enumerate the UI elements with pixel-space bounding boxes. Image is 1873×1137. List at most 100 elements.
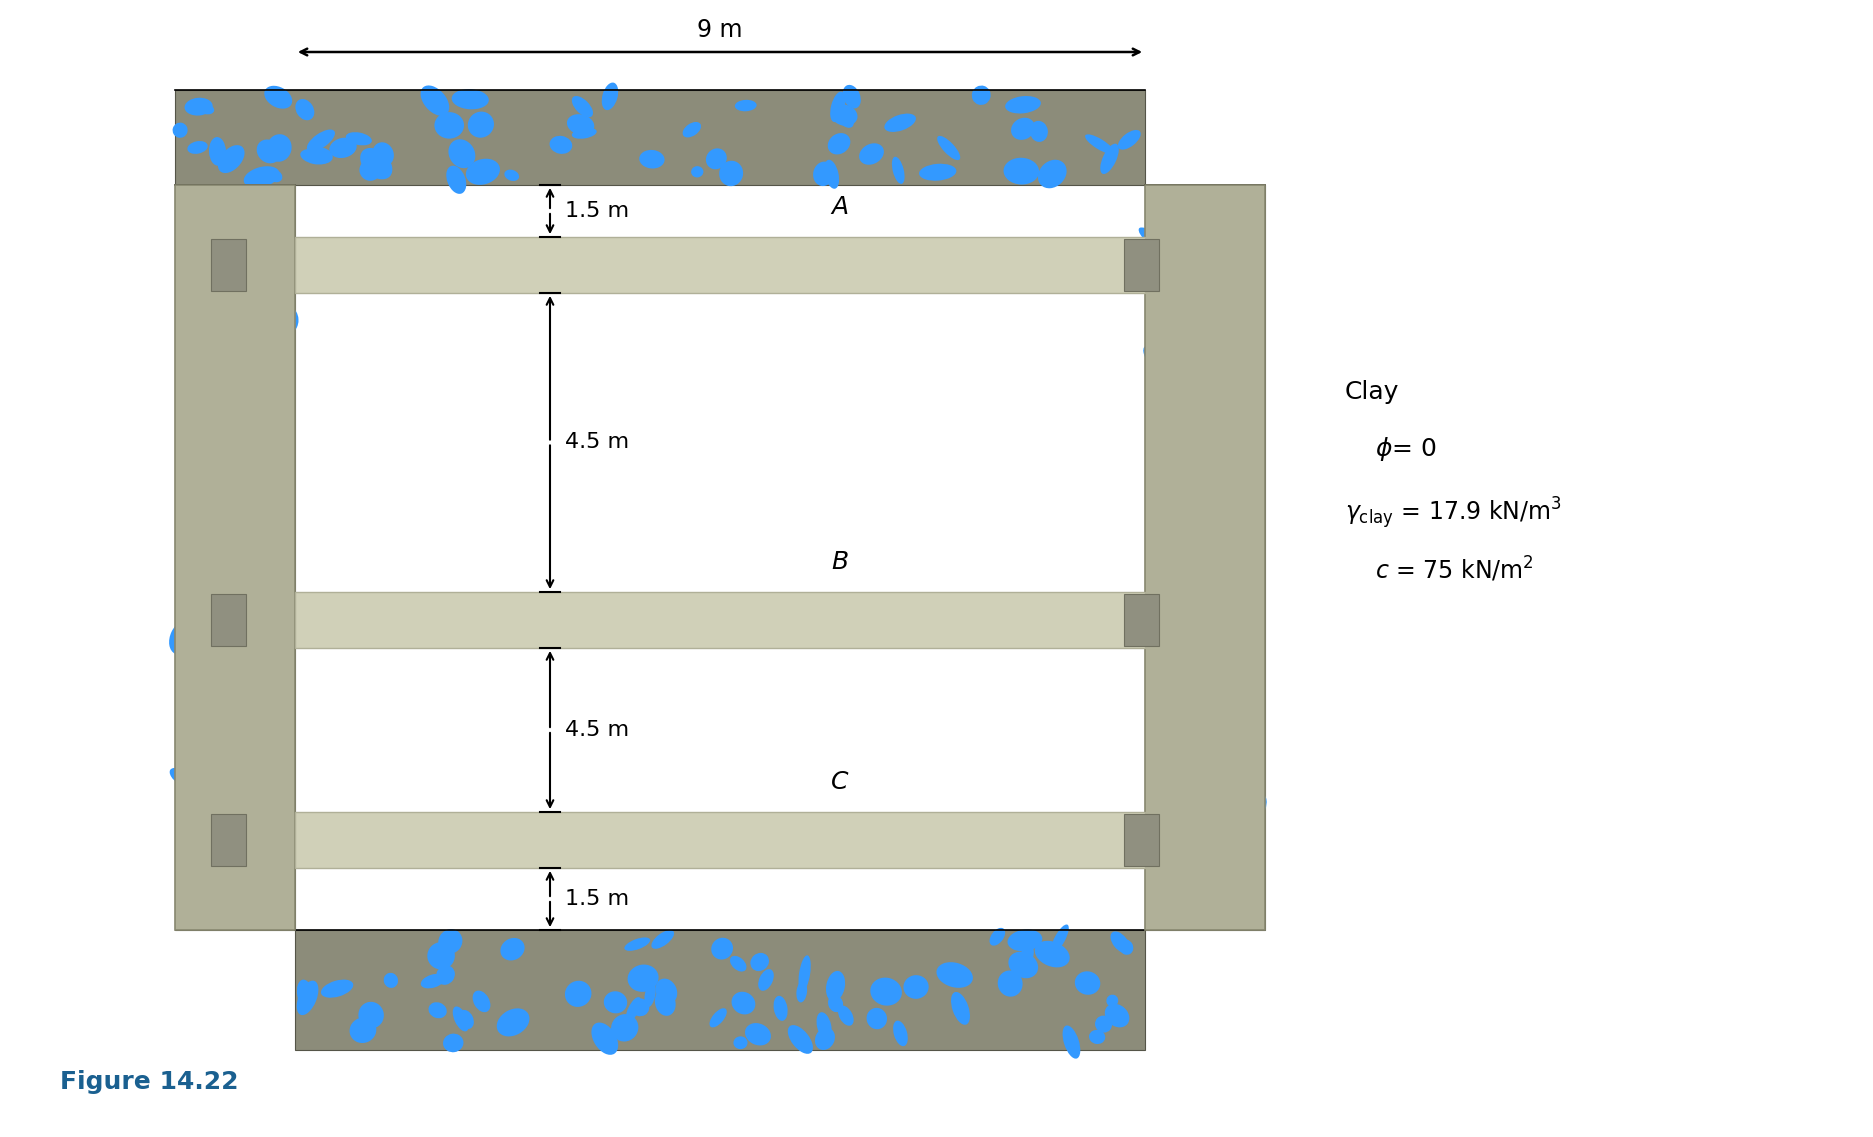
Ellipse shape	[230, 554, 245, 567]
Ellipse shape	[1038, 159, 1066, 189]
Ellipse shape	[184, 98, 212, 116]
Ellipse shape	[759, 969, 774, 990]
Bar	[1124, 239, 1158, 291]
Ellipse shape	[1216, 850, 1227, 873]
Ellipse shape	[373, 142, 393, 166]
Ellipse shape	[330, 138, 356, 158]
Ellipse shape	[936, 962, 972, 988]
Ellipse shape	[1171, 713, 1189, 731]
Ellipse shape	[796, 981, 807, 1003]
Ellipse shape	[240, 209, 260, 232]
Ellipse shape	[206, 818, 229, 839]
Ellipse shape	[611, 1014, 639, 1041]
Ellipse shape	[1144, 355, 1165, 382]
Ellipse shape	[320, 980, 354, 997]
Ellipse shape	[691, 166, 702, 177]
Ellipse shape	[884, 114, 916, 132]
Ellipse shape	[918, 164, 955, 181]
Ellipse shape	[1111, 931, 1129, 953]
Ellipse shape	[639, 150, 665, 168]
Ellipse shape	[1021, 941, 1034, 961]
Ellipse shape	[1163, 704, 1186, 716]
Ellipse shape	[1234, 604, 1261, 619]
Ellipse shape	[279, 307, 298, 333]
Ellipse shape	[571, 127, 596, 139]
Ellipse shape	[243, 304, 270, 327]
Ellipse shape	[1242, 536, 1257, 550]
Text: 9 m: 9 m	[697, 18, 742, 42]
Ellipse shape	[448, 139, 476, 168]
Ellipse shape	[549, 135, 571, 153]
Ellipse shape	[1161, 584, 1187, 608]
Ellipse shape	[787, 1026, 813, 1054]
Bar	[294, 930, 1144, 1049]
Ellipse shape	[972, 85, 991, 105]
Ellipse shape	[824, 160, 839, 189]
Ellipse shape	[732, 1036, 747, 1049]
Ellipse shape	[1150, 338, 1169, 363]
Ellipse shape	[230, 650, 257, 677]
Bar	[294, 236, 1144, 293]
Ellipse shape	[223, 375, 249, 401]
Ellipse shape	[1216, 716, 1231, 731]
Ellipse shape	[206, 891, 232, 919]
Ellipse shape	[1236, 416, 1261, 442]
Ellipse shape	[656, 979, 676, 1004]
Ellipse shape	[1182, 584, 1214, 609]
Ellipse shape	[1247, 794, 1266, 820]
Ellipse shape	[174, 606, 199, 630]
Ellipse shape	[1172, 716, 1186, 730]
Ellipse shape	[217, 146, 243, 173]
Ellipse shape	[830, 92, 845, 122]
Bar	[1124, 814, 1158, 866]
Ellipse shape	[230, 732, 255, 748]
Bar	[294, 592, 1144, 648]
Ellipse shape	[1028, 121, 1047, 142]
Ellipse shape	[223, 722, 243, 742]
Ellipse shape	[451, 89, 489, 109]
Ellipse shape	[624, 937, 650, 951]
Ellipse shape	[504, 169, 519, 181]
Ellipse shape	[837, 1005, 854, 1026]
Ellipse shape	[420, 85, 450, 116]
Ellipse shape	[266, 193, 279, 206]
Ellipse shape	[182, 371, 195, 397]
Ellipse shape	[1143, 346, 1163, 373]
Ellipse shape	[573, 123, 586, 138]
Ellipse shape	[264, 85, 292, 109]
Ellipse shape	[826, 971, 845, 1002]
Ellipse shape	[296, 980, 313, 1010]
Ellipse shape	[813, 161, 833, 186]
Ellipse shape	[217, 769, 236, 786]
Ellipse shape	[1174, 760, 1187, 774]
Ellipse shape	[869, 978, 901, 1005]
Ellipse shape	[438, 929, 463, 954]
Ellipse shape	[1221, 650, 1242, 671]
Ellipse shape	[571, 96, 592, 117]
Ellipse shape	[210, 138, 227, 166]
Ellipse shape	[936, 136, 959, 160]
Ellipse shape	[384, 973, 397, 988]
Ellipse shape	[652, 930, 674, 948]
Ellipse shape	[182, 433, 200, 463]
Ellipse shape	[442, 1034, 463, 1052]
Ellipse shape	[1195, 434, 1217, 446]
Ellipse shape	[187, 422, 202, 433]
Ellipse shape	[500, 938, 524, 961]
Ellipse shape	[238, 441, 257, 463]
Ellipse shape	[568, 114, 594, 135]
Ellipse shape	[1051, 924, 1068, 953]
Ellipse shape	[472, 990, 491, 1012]
Ellipse shape	[865, 1007, 886, 1029]
Ellipse shape	[1165, 256, 1197, 271]
Ellipse shape	[706, 148, 727, 169]
Ellipse shape	[459, 1010, 474, 1029]
Text: 1.5 m: 1.5 m	[564, 889, 629, 908]
Ellipse shape	[307, 130, 335, 151]
Ellipse shape	[185, 562, 219, 589]
Ellipse shape	[1186, 888, 1210, 920]
Ellipse shape	[189, 458, 210, 491]
Ellipse shape	[1187, 686, 1212, 711]
Ellipse shape	[1075, 971, 1099, 995]
Ellipse shape	[1146, 661, 1172, 690]
